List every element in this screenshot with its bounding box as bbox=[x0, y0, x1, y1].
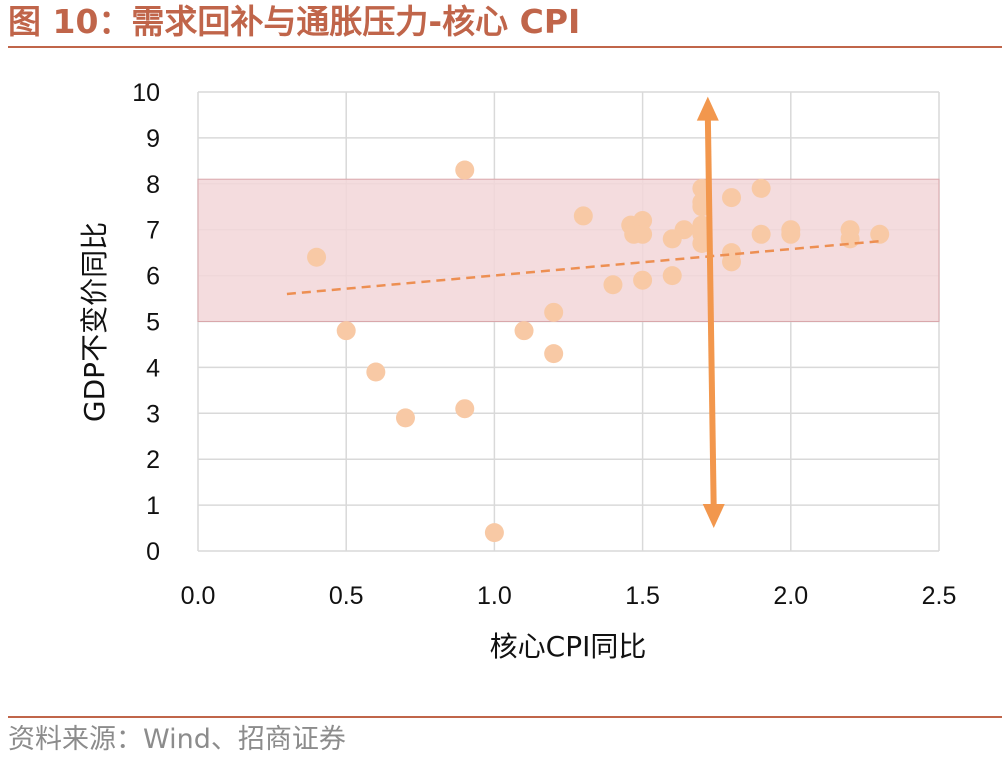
arrow-layer bbox=[696, 96, 725, 529]
data-point-14 bbox=[633, 211, 653, 231]
x-tick-label-1: 0.5 bbox=[329, 582, 364, 610]
y-tick-label-6: 6 bbox=[146, 263, 160, 291]
y-tick-label-9: 9 bbox=[146, 125, 160, 153]
data-point-15 bbox=[633, 224, 653, 244]
x-tick-label-4: 2.0 bbox=[773, 582, 808, 610]
y-tick-label-0: 0 bbox=[146, 538, 160, 566]
data-point-4 bbox=[455, 160, 475, 180]
y-tick-label-2: 2 bbox=[146, 446, 160, 474]
data-point-35 bbox=[870, 224, 890, 244]
arrow-head-bottom bbox=[702, 504, 725, 529]
highlight-band-rect bbox=[197, 178, 940, 322]
data-point-1 bbox=[336, 321, 356, 341]
highlight-band bbox=[197, 178, 940, 322]
trendline bbox=[286, 239, 880, 296]
x-tick-label-0: 0.0 bbox=[181, 582, 216, 610]
data-point-5 bbox=[455, 399, 475, 419]
trendline-layer bbox=[286, 239, 880, 296]
data-point-0 bbox=[307, 247, 327, 267]
figure-title: 图 10：需求回补与通胀压力-核心 CPI bbox=[8, 2, 581, 41]
y-tick-label-10: 10 bbox=[132, 79, 160, 107]
data-point-3 bbox=[395, 408, 415, 428]
arrow-head-top bbox=[696, 96, 719, 121]
x-axis-ticks: 0.0 0.5 1.0 1.5 2.0 2.5 bbox=[181, 582, 957, 610]
data-point-26 bbox=[722, 188, 742, 208]
title-rule bbox=[8, 46, 1002, 48]
data-point-10 bbox=[573, 206, 593, 226]
data-point-6 bbox=[484, 523, 504, 543]
data-point-16 bbox=[633, 270, 653, 290]
data-point-25 bbox=[692, 233, 712, 253]
data-point-30 bbox=[751, 224, 771, 244]
y-tick-label-8: 8 bbox=[146, 171, 160, 199]
source-note: 资料来源：Wind、招商证券 bbox=[8, 724, 346, 755]
data-point-11 bbox=[603, 275, 623, 295]
data-point-32 bbox=[781, 224, 801, 244]
y-axis-ticks: 0 1 2 3 4 5 6 7 8 9 10 bbox=[132, 79, 160, 566]
y-tick-label-1: 1 bbox=[146, 492, 160, 520]
x-tick-label-2: 1.0 bbox=[477, 582, 512, 610]
y-tick-label-3: 3 bbox=[146, 400, 160, 428]
x-tick-label-3: 1.5 bbox=[625, 582, 660, 610]
y-tick-label-4: 4 bbox=[146, 354, 160, 382]
y-axis-title: GDP不变价同比 bbox=[78, 222, 111, 422]
source-rule bbox=[8, 716, 1002, 718]
y-tick-label-5: 5 bbox=[146, 309, 160, 337]
data-point-29 bbox=[751, 178, 771, 198]
data-point-7 bbox=[514, 321, 534, 341]
data-point-28 bbox=[722, 252, 742, 272]
arrow-shaft bbox=[704, 114, 717, 511]
data-point-19 bbox=[674, 220, 694, 240]
data-point-8 bbox=[544, 302, 564, 322]
x-tick-label-5: 2.5 bbox=[922, 582, 957, 610]
data-point-18 bbox=[662, 266, 682, 286]
data-point-9 bbox=[544, 344, 564, 364]
data-point-2 bbox=[366, 362, 386, 382]
x-axis-title: 核心CPI同比 bbox=[490, 630, 647, 663]
y-tick-label-7: 7 bbox=[146, 217, 160, 245]
